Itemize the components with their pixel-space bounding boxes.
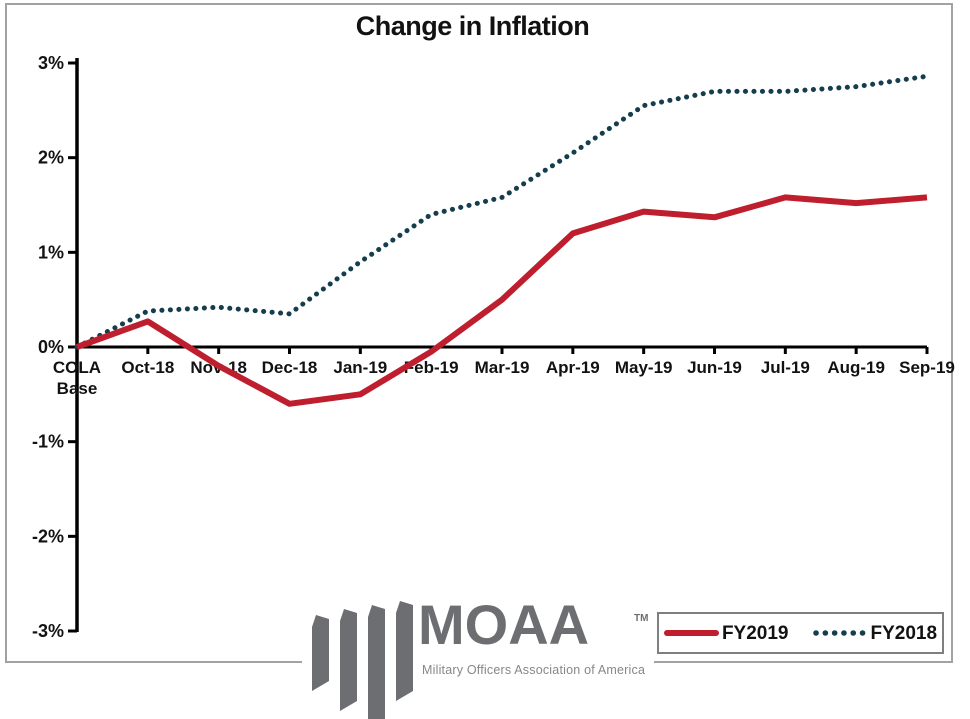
x-tick-label: Mar-19 bbox=[475, 358, 530, 377]
trademark-symbol: TM bbox=[634, 613, 649, 624]
x-tick-label: Base bbox=[57, 379, 98, 398]
y-tick-label: 2% bbox=[38, 148, 64, 168]
moaa-logo: MOAA TM Military Officers Association of… bbox=[302, 591, 654, 719]
y-tick-label: -1% bbox=[32, 432, 64, 452]
moaa-emblem-icon bbox=[312, 601, 413, 719]
y-tick-label: -3% bbox=[32, 621, 64, 641]
series-line-fy2019 bbox=[75, 194, 928, 407]
moaa-tagline: Military Officers Association of America bbox=[422, 663, 646, 677]
y-tick-label: -2% bbox=[32, 526, 64, 546]
x-tick-label: Apr-19 bbox=[546, 358, 600, 377]
x-tick-label: May-19 bbox=[615, 358, 673, 377]
chart-title: Change in Inflation bbox=[355, 11, 590, 41]
legend-label-fy2019: FY2019 bbox=[721, 622, 789, 644]
x-tick-label: Dec-18 bbox=[262, 358, 318, 377]
logo-stripe bbox=[368, 605, 385, 719]
moaa-wordmark: MOAA bbox=[418, 593, 590, 656]
legend-label-fy2018: FY2018 bbox=[870, 622, 938, 644]
x-tick-label: Jun-19 bbox=[687, 358, 742, 377]
y-tick-label: 3% bbox=[38, 53, 64, 73]
logo-stripe bbox=[312, 615, 329, 691]
y-tick-label: 1% bbox=[38, 242, 64, 262]
x-tick-label: COLA bbox=[53, 358, 101, 377]
x-tick-label: Jul-19 bbox=[761, 358, 810, 377]
x-tick-label: Aug-19 bbox=[827, 358, 885, 377]
logo-stripe bbox=[340, 609, 357, 711]
y-tick-label: 0% bbox=[38, 337, 64, 357]
x-tick-label: Oct-18 bbox=[121, 358, 174, 377]
x-tick-label: Jan-19 bbox=[333, 358, 387, 377]
logo-stripe bbox=[396, 601, 413, 701]
series-line-fy2018 bbox=[74, 73, 930, 350]
chart-legend: FY2019 FY2018 bbox=[657, 612, 944, 654]
x-tick-label: Sep-19 bbox=[899, 358, 955, 377]
legend-solid-line-swatch bbox=[663, 630, 719, 636]
legend-dotted-line-swatch bbox=[812, 630, 867, 636]
